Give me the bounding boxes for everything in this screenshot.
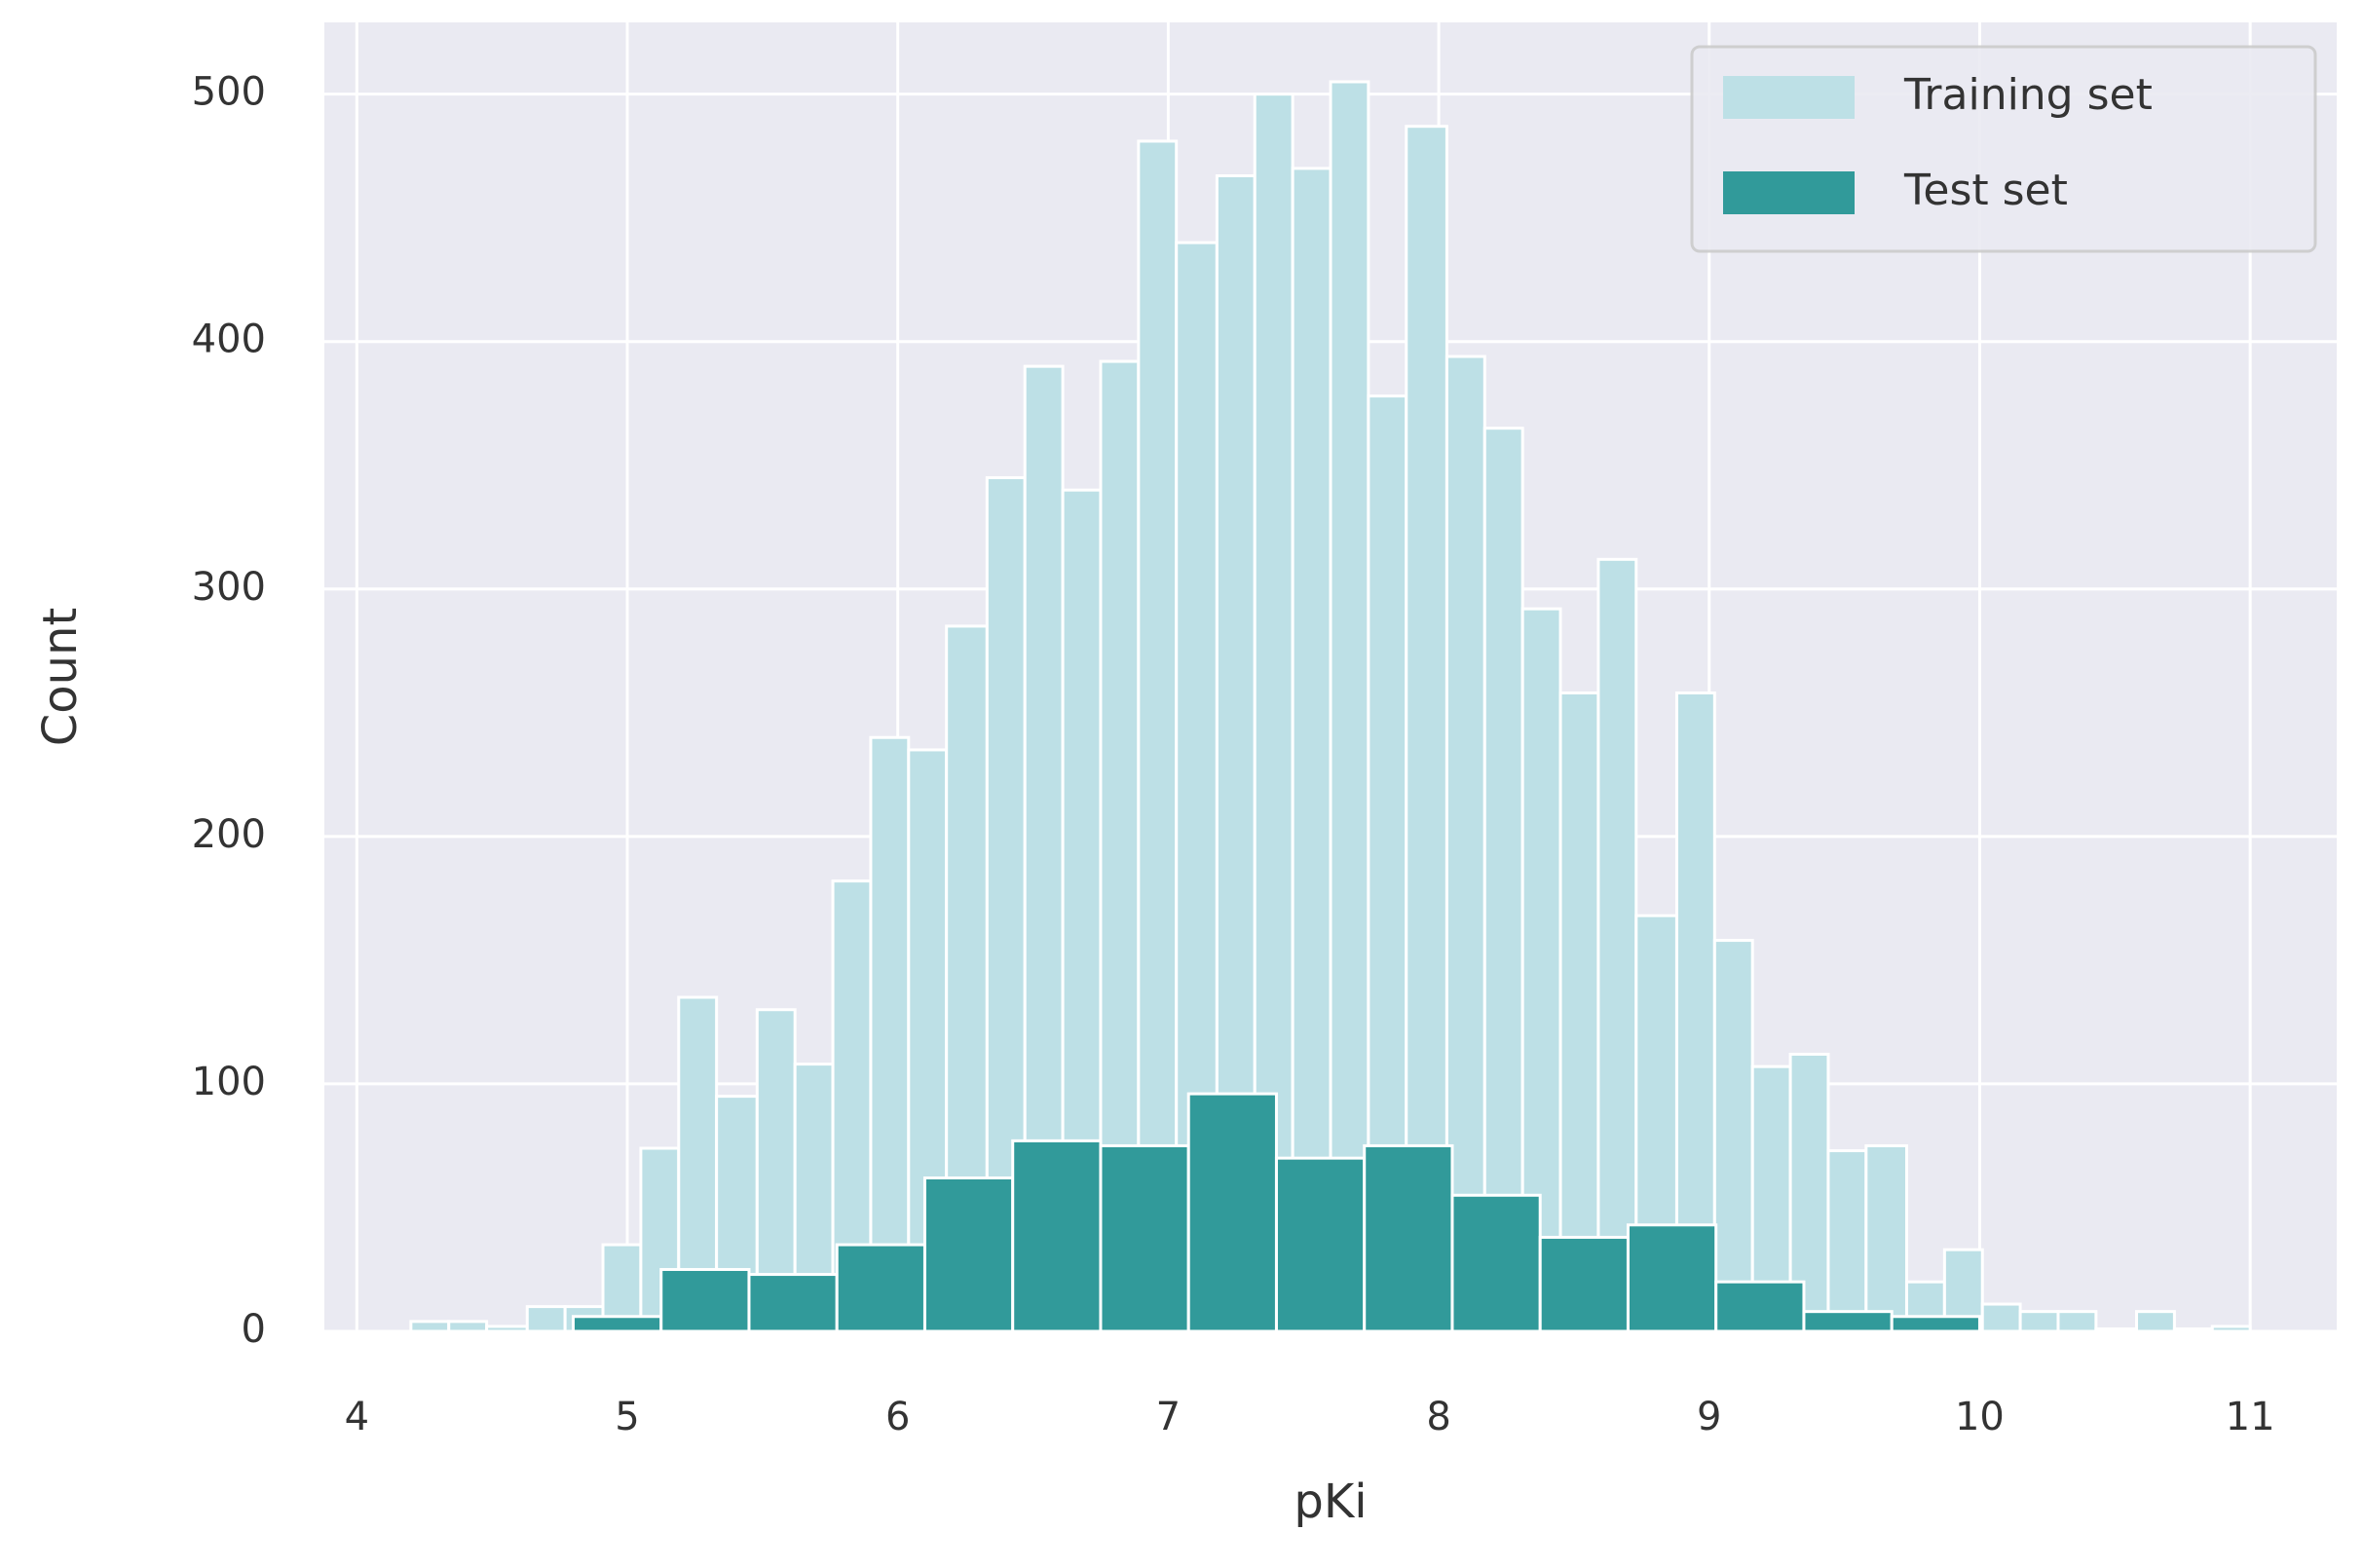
- legend-label: Test set: [1903, 166, 2068, 215]
- bar: [2135, 1310, 2176, 1333]
- bar: [1186, 1092, 1278, 1333]
- bar: [1538, 1235, 1630, 1333]
- bar: [2094, 1326, 2139, 1333]
- y-tick-label: 0: [242, 1307, 266, 1352]
- y-axis-label: Count: [33, 608, 88, 747]
- legend: Training set Test set: [1690, 45, 2317, 253]
- x-tick-label: 10: [1955, 1395, 2005, 1439]
- legend-swatch: [1723, 76, 1855, 119]
- legend-label: Training set: [1903, 70, 2153, 120]
- bar: [525, 1305, 567, 1333]
- x-tick-label: 4: [345, 1395, 369, 1439]
- bar: [485, 1325, 529, 1333]
- bar: [1626, 1223, 1718, 1333]
- bar: [1596, 557, 1638, 1333]
- bar: [1826, 1149, 1868, 1333]
- x-tick-label: 7: [1156, 1395, 1181, 1439]
- bar: [747, 1273, 839, 1333]
- bar: [1802, 1310, 1894, 1333]
- bar: [2172, 1326, 2214, 1333]
- x-tick-label: 8: [1426, 1395, 1450, 1439]
- legend-swatch: [1723, 171, 1855, 214]
- bar: [869, 735, 911, 1333]
- bar: [1274, 1156, 1367, 1333]
- bar: [447, 1320, 489, 1333]
- bar: [1405, 125, 1448, 1333]
- bar: [1714, 1280, 1806, 1333]
- y-tick-label: 300: [192, 565, 266, 610]
- bar: [922, 1176, 1015, 1333]
- x-tick-label: 11: [2226, 1395, 2275, 1439]
- bar: [835, 1243, 926, 1333]
- bar: [409, 1320, 451, 1333]
- y-tick-label: 100: [192, 1060, 266, 1104]
- x-tick-label: 9: [1697, 1395, 1721, 1439]
- bar: [1980, 1302, 2022, 1333]
- bar: [1099, 1143, 1190, 1333]
- bar: [1890, 1315, 1981, 1333]
- bar: [1363, 1143, 1454, 1333]
- bar: [659, 1267, 751, 1333]
- x-axis-label: pKi: [1294, 1475, 1367, 1529]
- bar: [571, 1315, 663, 1333]
- bar: [1329, 80, 1370, 1333]
- bar: [2210, 1325, 2252, 1333]
- bar: [1011, 1139, 1103, 1333]
- y-tick-label: 200: [192, 812, 266, 857]
- bar: [1712, 939, 1754, 1333]
- bar: [1864, 1143, 1908, 1333]
- y-tick-label: 400: [192, 317, 266, 362]
- bar: [1291, 167, 1332, 1333]
- bar: [1558, 691, 1600, 1333]
- x-tick-label: 6: [885, 1395, 910, 1439]
- x-tick-label: 5: [615, 1395, 639, 1439]
- bar: [2056, 1310, 2098, 1333]
- y-tick-label: 500: [192, 70, 266, 115]
- bar: [1450, 1193, 1542, 1333]
- bar: [2018, 1310, 2060, 1333]
- bar: [1137, 139, 1179, 1333]
